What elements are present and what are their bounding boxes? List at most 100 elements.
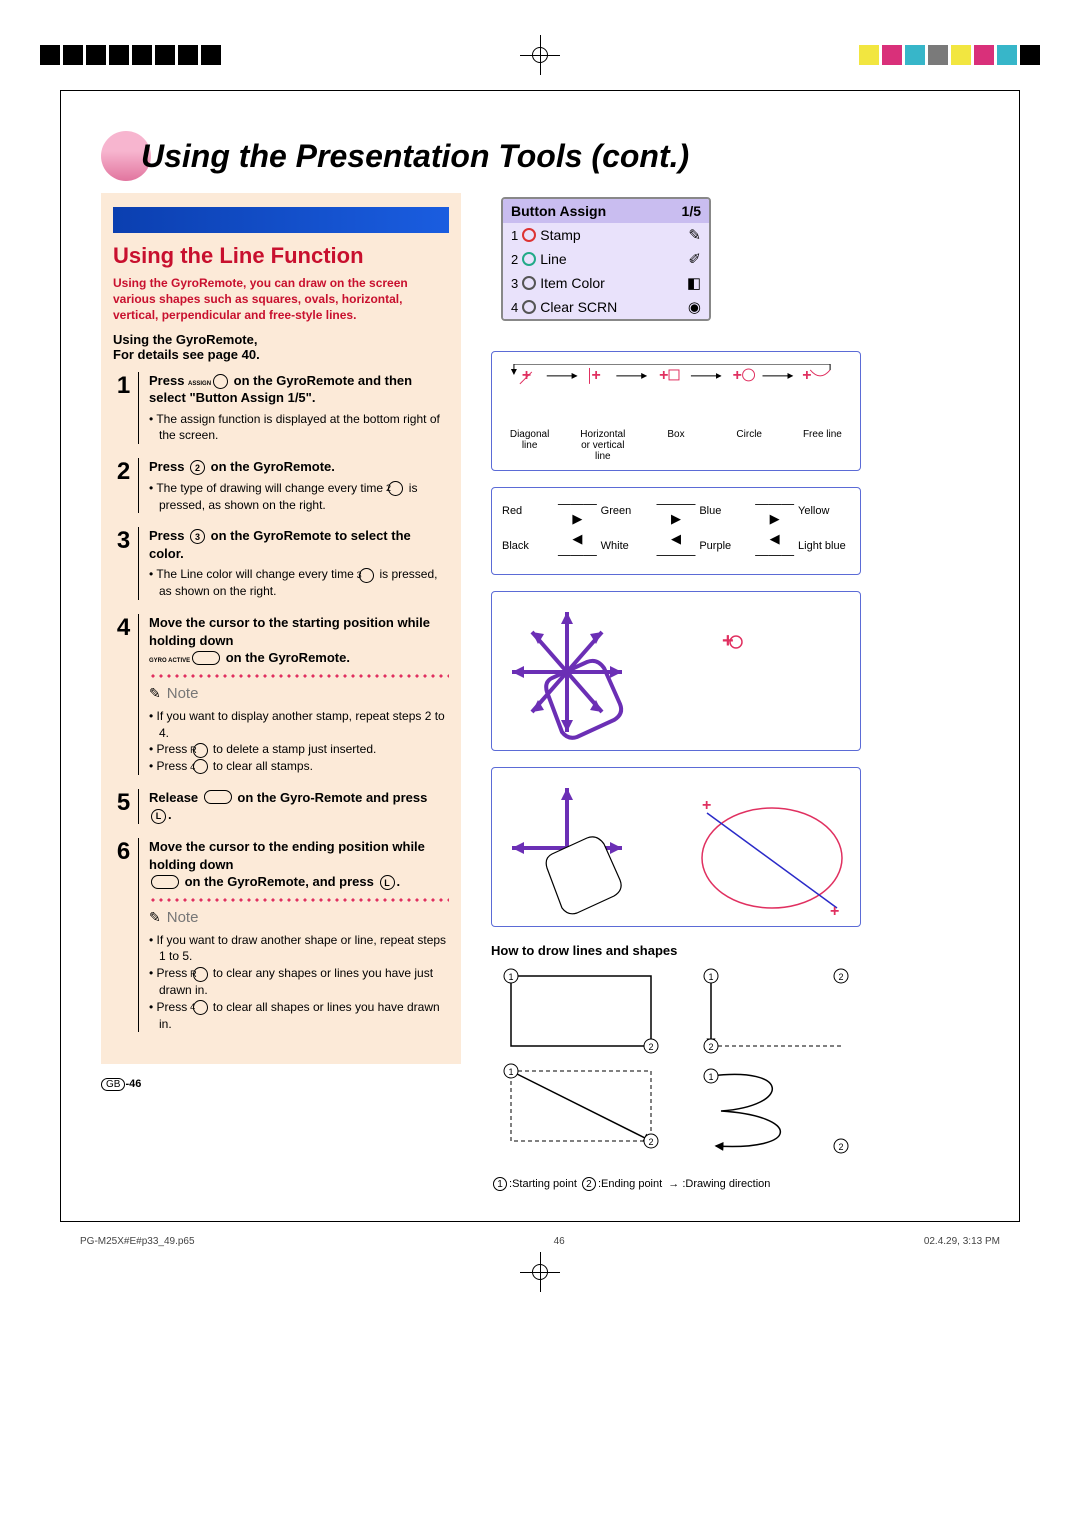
note-bullet: If you want to display another stamp, re… [149, 708, 449, 742]
step-number: 6 [113, 838, 139, 1032]
instructions-panel: Using the Line Function Using the GyroRe… [101, 193, 461, 1064]
menu-title: Button Assign [511, 203, 606, 219]
step-bullet: The Line color will change every time 3 … [149, 566, 449, 600]
menu-item: 1Stamp✎ [503, 223, 709, 247]
svg-text:+: + [702, 797, 711, 814]
note-icon: ✎ [149, 909, 161, 926]
step-6: 6 Move the cursor to the ending position… [113, 838, 449, 1032]
footer-pagenum: 46 [554, 1236, 565, 1247]
svg-text:+: + [722, 630, 734, 652]
howto-diagram: 1 2 1 2 1 2 2 1 2 [491, 966, 861, 1166]
note-heading: ✎ Note [149, 909, 449, 926]
dotted-divider [149, 673, 449, 679]
using-gyro-text: Using the GyroRemote, For details see pa… [113, 332, 449, 362]
l-click-icon: L [151, 809, 166, 824]
gyro-active-button-icon [192, 651, 220, 665]
content-sheet: Using the Presentation Tools (cont.) Usi… [60, 90, 1020, 1222]
svg-text:2: 2 [838, 972, 843, 982]
step-head: Press ASSIGN on the GyroRemote and then … [149, 372, 449, 407]
svg-text:2: 2 [838, 1142, 843, 1152]
step-head: Move the cursor to the starting position… [149, 614, 449, 667]
note-bullet: If you want to draw another shape or lin… [149, 932, 449, 966]
step-number: 4 [113, 614, 139, 775]
step-head: Press 2 on the GyroRemote. [149, 458, 449, 476]
svg-text:2: 2 [648, 1137, 653, 1147]
svg-text:+: + [522, 367, 531, 384]
color-flow-diagram: Red———▶Green———▶Blue———▶Yellow Black◀———… [491, 487, 861, 575]
button-2-icon: 2 [190, 460, 205, 475]
menu-item: 4Clear SCRN◉ [503, 295, 709, 319]
gyro-active-button-icon [151, 875, 179, 889]
line-types-diagram: + + + + [491, 351, 861, 471]
button-assign-menu: Button Assign 1/5 1Stamp✎2Line✐3Item Col… [501, 197, 711, 321]
crop-marks-top [0, 40, 1080, 90]
left-column: Using the Line Function Using the GyroRe… [101, 193, 461, 1191]
r-click-icon: R [193, 743, 208, 758]
step-3: 3 Press 3 on the GyroRemote to select th… [113, 527, 449, 600]
svg-text:+: + [733, 367, 742, 384]
footer-date: 02.4.29, 3:13 PM [924, 1236, 1000, 1247]
section-subhead: Using the Line Function [113, 243, 449, 269]
svg-text:2: 2 [708, 1042, 713, 1052]
button-4-icon: 4 [193, 1000, 208, 1015]
crop-squares-right [859, 45, 1040, 65]
page-number-footer: GB-46 [101, 1078, 461, 1090]
gb-badge: GB [101, 1078, 125, 1091]
note-icon: ✎ [149, 685, 161, 702]
intro-text: Using the GyroRemote, you can draw on th… [113, 275, 449, 324]
step-2: 2 Press 2 on the GyroRemote. The type of… [113, 458, 449, 513]
gyro-active-button-icon [204, 790, 232, 804]
step-head: Move the cursor to the ending position w… [149, 838, 449, 891]
dotted-divider [149, 897, 449, 903]
crop-squares-left [40, 45, 221, 65]
title-row: Using the Presentation Tools (cont.) [101, 131, 979, 181]
using-line-1: Using the GyroRemote, [113, 332, 257, 347]
svg-text:+: + [802, 367, 811, 384]
button-3-icon: 3 [190, 529, 205, 544]
menu-item: 2Line✐ [503, 247, 709, 271]
note-bullet: Press 4 to clear all stamps. [149, 758, 449, 775]
right-column: Button Assign 1/5 1Stamp✎2Line✐3Item Col… [491, 193, 979, 1191]
page-title: Using the Presentation Tools (cont.) [141, 138, 689, 175]
step-head: Press 3 on the GyroRemote to select the … [149, 527, 449, 562]
legend-num-2: 2 [582, 1177, 596, 1191]
note-heading: ✎ Note [149, 685, 449, 702]
svg-text:2: 2 [648, 1042, 653, 1052]
line-types-svg: + + + + [502, 364, 850, 424]
note-label: Note [167, 909, 199, 926]
step-bullet: The type of drawing will change every ti… [149, 480, 449, 514]
step-1: 1 Press ASSIGN on the GyroRemote and the… [113, 372, 449, 445]
registration-mark-icon [525, 1257, 555, 1287]
note-label: Note [167, 685, 199, 702]
menu-item: 3Item Color◧ [503, 271, 709, 295]
step-number: 2 [113, 458, 139, 513]
l-click-icon: L [380, 875, 395, 890]
howto-legend: 1:Starting point 2:Ending point → :Drawi… [491, 1177, 979, 1191]
svg-text:+: + [659, 367, 668, 384]
note-bullet: Press 4 to clear all shapes or lines you… [149, 999, 449, 1033]
step-bullet: The assign function is displayed at the … [149, 411, 449, 445]
howto-title: How to drow lines and shapes [491, 943, 979, 958]
svg-text:1: 1 [708, 972, 713, 982]
r-click-icon: R [193, 967, 208, 982]
button-4-icon: 4 [193, 759, 208, 774]
note-bullet: Press R to delete a stamp just inserted. [149, 741, 449, 758]
footer-filename: PG-M25X#E#p33_49.p65 [80, 1236, 195, 1247]
using-line-2: For details see page 40. [113, 347, 260, 362]
note-bullet: Press R to clear any shapes or lines you… [149, 965, 449, 999]
step-number: 5 [113, 789, 139, 824]
step-number: 3 [113, 527, 139, 600]
section-bar [113, 207, 449, 233]
menu-page: 1/5 [682, 203, 701, 219]
svg-text:+: + [830, 903, 839, 920]
svg-text:1: 1 [508, 972, 513, 982]
step-head: Release on the Gyro-Remote and press L. [149, 789, 449, 824]
remote-diagram-2: + + [491, 767, 861, 927]
footer-meta: PG-M25X#E#p33_49.p65 46 02.4.29, 3:13 PM [0, 1222, 1080, 1247]
step-number: 1 [113, 372, 139, 445]
step-5: 5 Release on the Gyro-Remote and press L… [113, 789, 449, 824]
button-3-icon: 3 [359, 568, 374, 583]
assign-button-icon [213, 374, 228, 389]
legend-num-1: 1 [493, 1177, 507, 1191]
svg-text:+: + [591, 367, 600, 384]
